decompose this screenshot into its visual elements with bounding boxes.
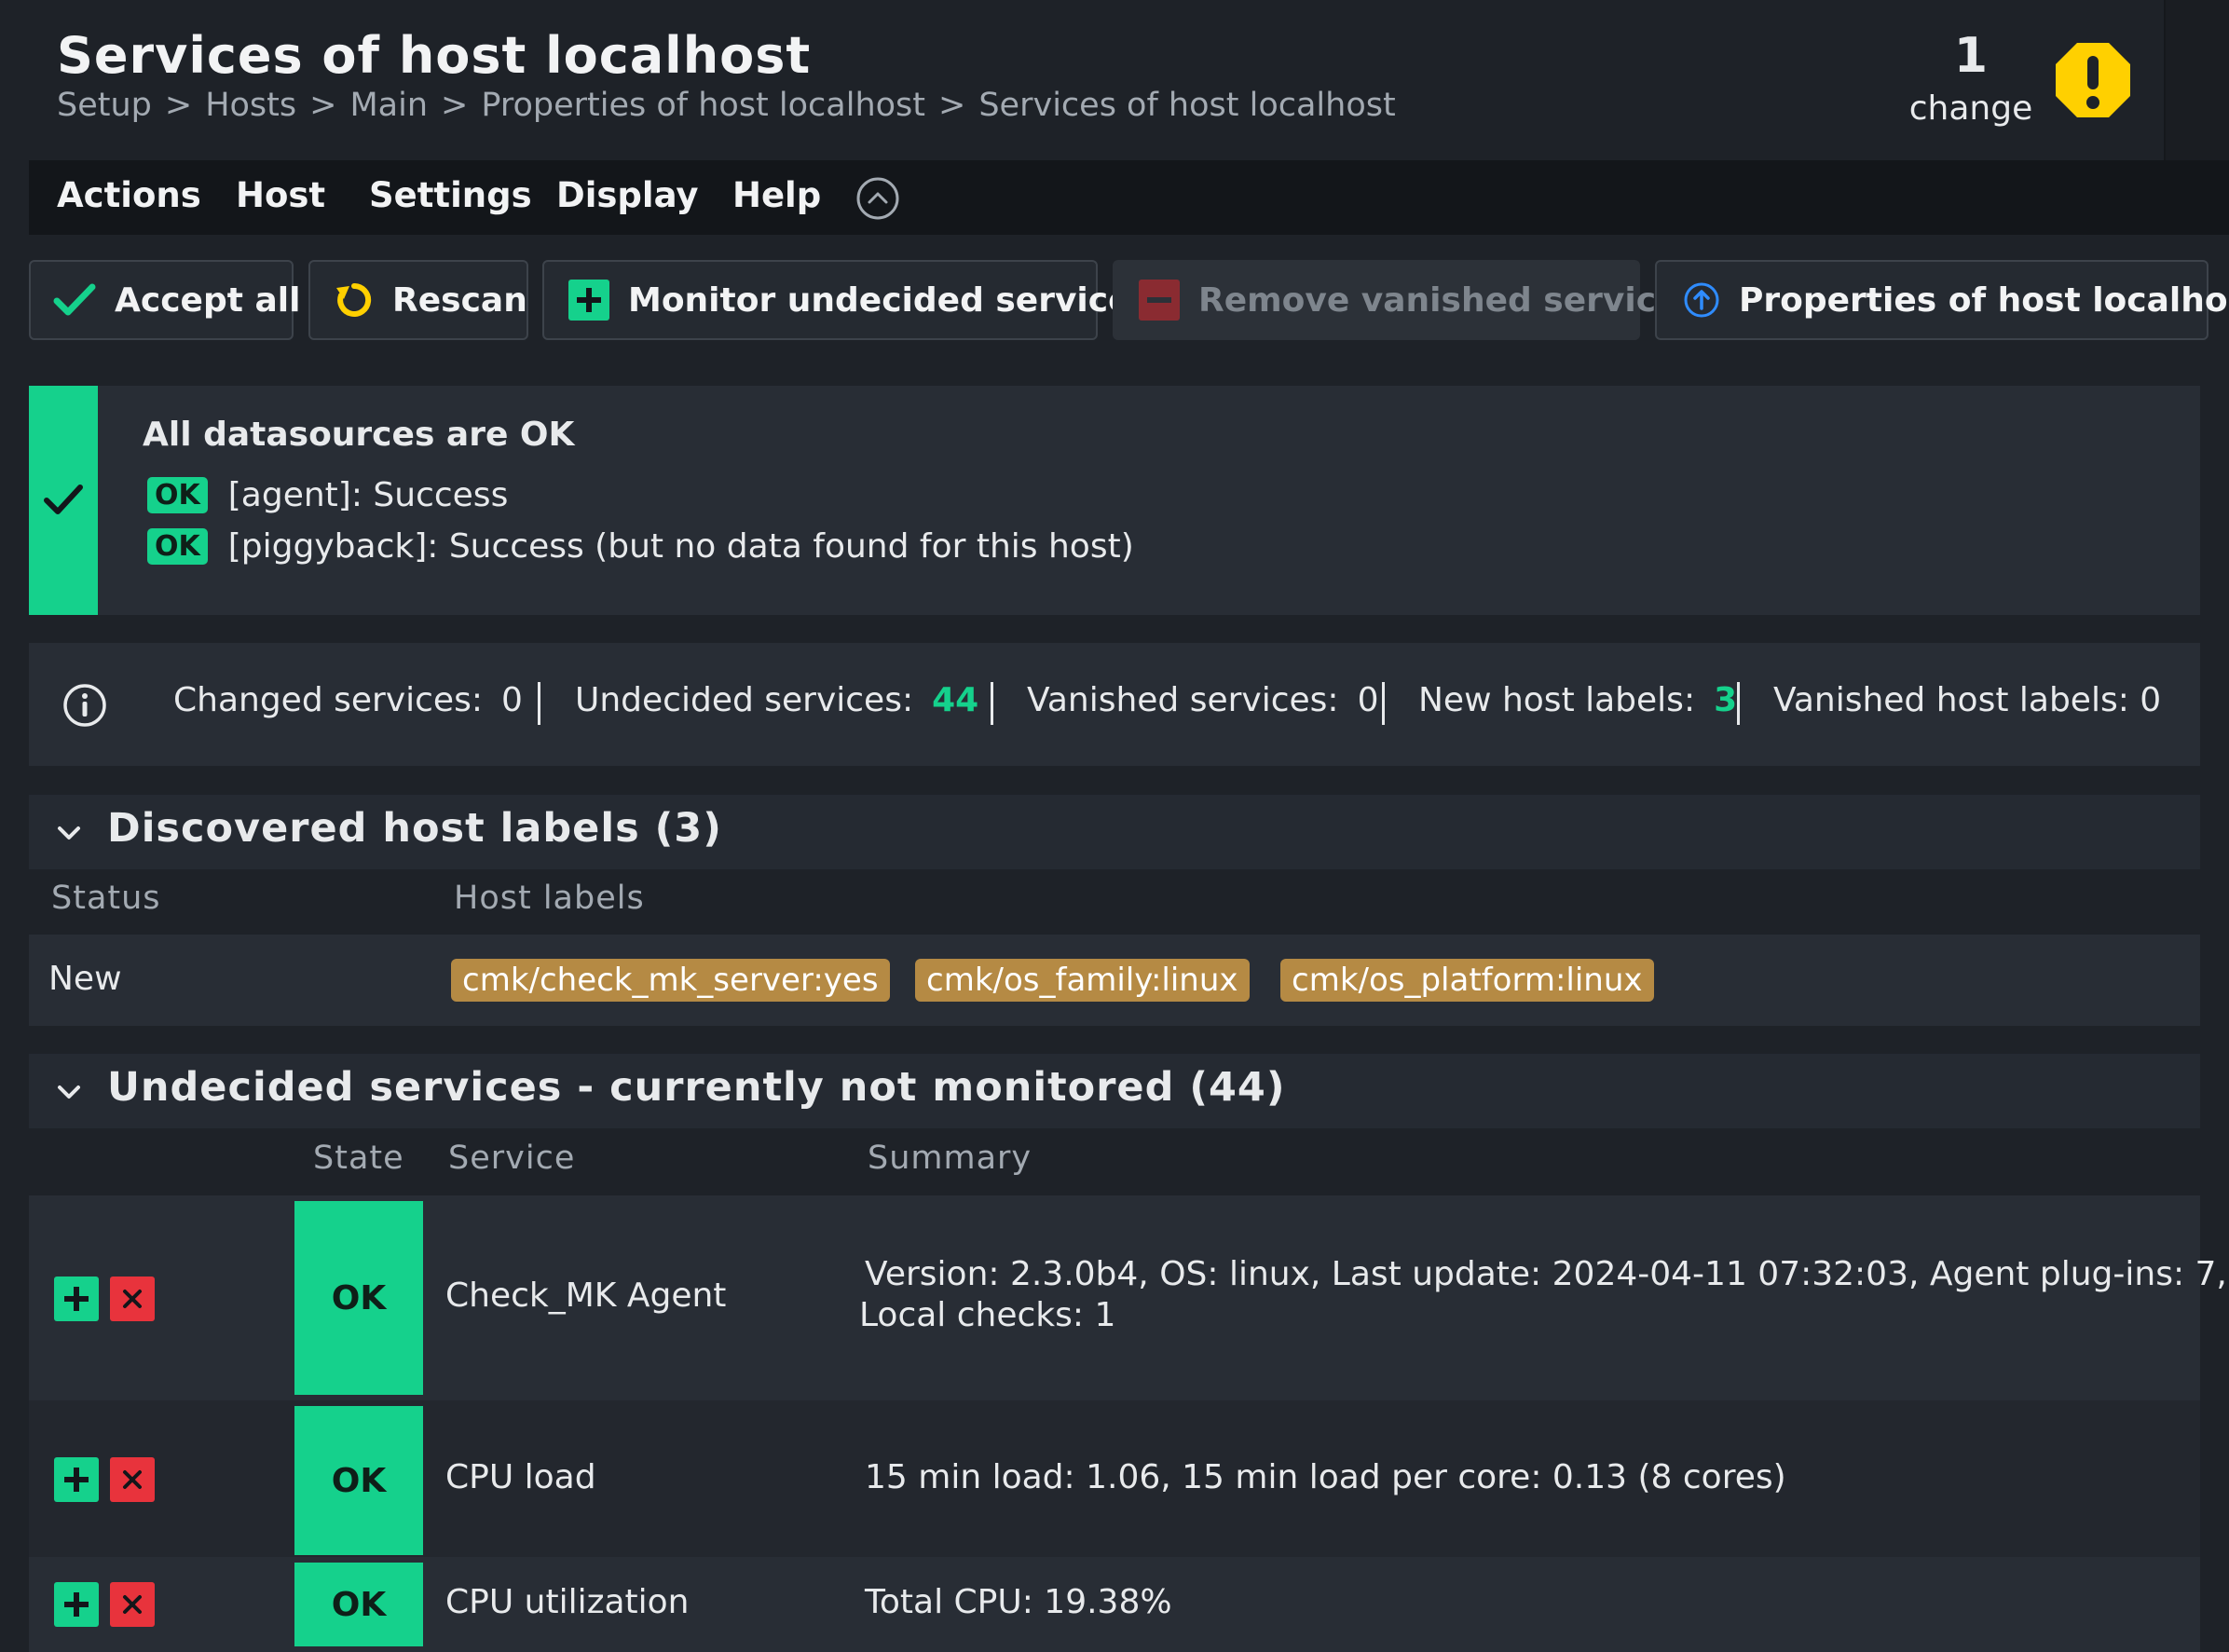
chevron-down-icon[interactable] <box>52 816 86 850</box>
new-host-labels: New host labels: 3 <box>1418 681 1738 719</box>
ok-badge: OK <box>147 477 208 513</box>
breadcrumb-host-properties[interactable]: Properties of host localhost <box>481 87 926 124</box>
disable-service-button[interactable] <box>110 1457 155 1502</box>
ok-badge: OK <box>147 528 208 565</box>
monitor-service-button[interactable] <box>54 1457 99 1502</box>
datasource-text: [agent]: Success <box>227 476 509 514</box>
breadcrumb-setup[interactable]: Setup <box>57 87 152 124</box>
datasource-piggyback: OK [piggyback]: Success (but no data fou… <box>147 527 1134 566</box>
breadcrumb-hosts[interactable]: Hosts <box>205 87 297 124</box>
accept-all-label: Accept all <box>115 280 301 320</box>
undecided-section-header[interactable] <box>29 1054 2200 1128</box>
column-state[interactable]: State <box>313 1140 404 1177</box>
host-label-chip[interactable]: cmk/os_family:linux <box>915 959 1250 1002</box>
divider <box>1737 682 1740 725</box>
arrow-up-circle-icon <box>1684 282 1719 318</box>
service-name[interactable]: CPU utilization <box>445 1583 690 1621</box>
warning-icon[interactable] <box>2054 41 2132 119</box>
monitor-service-button[interactable] <box>54 1277 99 1321</box>
check-icon <box>53 283 96 316</box>
plus-icon <box>64 1287 89 1311</box>
undecided-services: Undecided services: 44 <box>575 681 979 719</box>
menu-settings[interactable]: Settings <box>369 175 532 215</box>
pending-changes-count[interactable]: 1 <box>1953 28 1989 84</box>
service-name[interactable]: Check_MK Agent <box>445 1277 727 1315</box>
column-status[interactable]: Status <box>51 880 161 917</box>
monitor-undecided-button[interactable]: Monitor undecided services <box>542 260 1151 340</box>
datasource-status-box <box>29 386 2200 615</box>
vanished-services: Vanished services: 0 <box>1027 681 1379 719</box>
undecided-title[interactable]: Undecided services - currently not monit… <box>107 1064 1286 1111</box>
monitor-undecided-label: Monitor undecided services <box>628 280 1151 320</box>
side-rail <box>2164 0 2229 160</box>
host-properties-button[interactable]: Properties of host localhost <box>1655 260 2229 340</box>
chevron-up-icon[interactable] <box>855 176 900 221</box>
vanished-host-labels: Vanished host labels: 0 <box>1773 681 2162 719</box>
accept-all-button[interactable]: Accept all <box>29 260 300 340</box>
divider <box>1382 682 1385 725</box>
refresh-icon <box>336 282 372 317</box>
menu-host[interactable]: Host <box>236 175 326 215</box>
breadcrumb-current: Services of host localhost <box>978 87 1396 124</box>
minus-icon <box>1139 280 1180 321</box>
state-ok-badge: OK <box>294 1201 423 1395</box>
state-ok-badge: OK <box>294 1406 423 1555</box>
pending-changes-label[interactable]: change <box>1908 89 2033 128</box>
service-summary: Total CPU: 19.38% <box>865 1583 1172 1621</box>
host-labels-section-header[interactable] <box>29 795 2200 869</box>
breadcrumb: Setup > Hosts > Main > Properties of host loca… <box>57 87 1396 124</box>
menu-display[interactable]: Display <box>556 175 699 215</box>
service-name[interactable]: CPU load <box>445 1458 596 1496</box>
breadcrumb-main[interactable]: Main <box>349 87 429 124</box>
service-summary: Version: 2.3.0b4, OS: linux, Last update… <box>865 1255 2227 1293</box>
disable-service-button[interactable] <box>110 1582 155 1627</box>
page-title: Services of host localhost <box>57 26 812 85</box>
service-summary-continued: Local checks: 1 <box>859 1296 1116 1334</box>
menu-help[interactable]: Help <box>732 175 822 215</box>
monitor-service-button[interactable] <box>54 1582 99 1627</box>
column-host-labels[interactable]: Host labels <box>454 880 645 917</box>
divider <box>538 682 540 725</box>
service-summary: 15 min load: 1.06, 15 min load per core:… <box>865 1458 1786 1496</box>
host-label-chip[interactable]: cmk/os_platform:linux <box>1280 959 1654 1002</box>
chevron-down-icon[interactable] <box>52 1075 86 1109</box>
column-service[interactable]: Service <box>448 1140 576 1177</box>
services-header-row <box>29 1128 2200 1195</box>
plus-icon <box>64 1592 89 1617</box>
label-status: New <box>48 960 122 998</box>
menu-actions[interactable]: Actions <box>57 175 201 215</box>
info-icon <box>63 684 106 727</box>
remove-vanished-button[interactable]: Remove vanished services <box>1113 260 1699 340</box>
host-labels-header-row <box>29 869 2200 935</box>
state-ok-badge: OK <box>294 1563 423 1646</box>
close-icon <box>123 1290 142 1308</box>
disable-service-button[interactable] <box>110 1277 155 1321</box>
divider <box>991 682 993 725</box>
plus-icon <box>64 1468 89 1492</box>
host-label-chip[interactable]: cmk/check_mk_server:yes <box>451 959 890 1002</box>
rescan-label: Rescan <box>392 280 527 320</box>
close-icon <box>123 1470 142 1489</box>
host-properties-label: Properties of host localhost <box>1739 280 2229 320</box>
status-strip <box>29 386 98 615</box>
close-icon <box>123 1595 142 1614</box>
datasource-text: [piggyback]: Success (but no data found … <box>227 527 1134 566</box>
datasource-agent: OK [agent]: Success <box>147 476 508 514</box>
menu-bar <box>29 160 2229 235</box>
datasource-title: All datasources are OK <box>143 416 575 454</box>
discovery-summary-bar <box>29 643 2200 766</box>
host-labels-title[interactable]: Discovered host labels (3) <box>107 805 722 852</box>
rescan-button[interactable]: Rescan <box>308 260 528 340</box>
check-icon <box>44 485 83 514</box>
changed-services: Changed services: 0 <box>173 681 523 719</box>
plus-icon <box>568 280 609 321</box>
column-summary[interactable]: Summary <box>868 1140 1032 1177</box>
remove-vanished-label: Remove vanished services <box>1198 280 1699 320</box>
